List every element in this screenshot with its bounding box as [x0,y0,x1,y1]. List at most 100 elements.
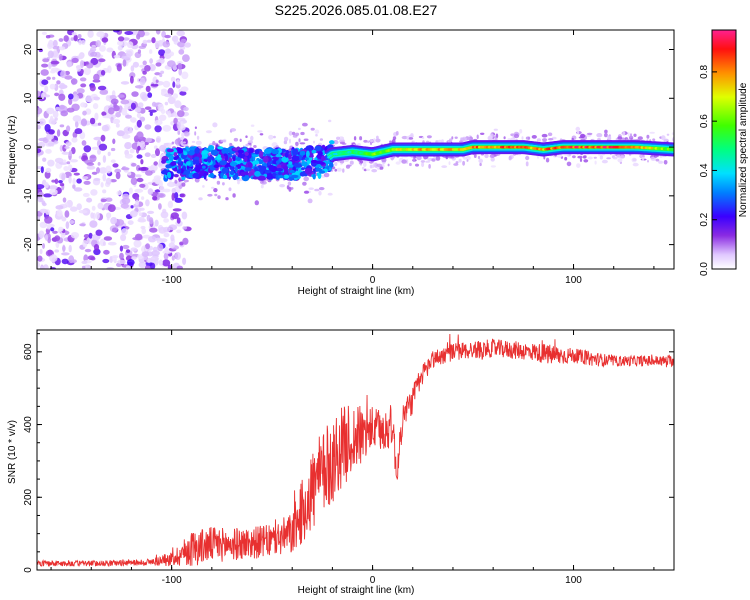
signal-blob [305,145,311,152]
signal-blob [237,149,245,154]
halo-speck [373,138,376,144]
x-tick-label: 100 [565,275,582,286]
halo-speck [503,136,506,140]
noise-speck [91,171,98,175]
signal-blob [235,157,242,162]
noise-speck [162,80,171,88]
halo-speck [541,133,548,138]
noise-speck [81,265,86,269]
noise-speck [47,159,55,167]
signal-blob [223,174,228,180]
noise-speck [65,141,72,147]
noise-speck [87,30,94,38]
noise-speck [58,53,63,61]
signal-blob [243,171,249,176]
noise-speck [46,133,55,140]
signal-blob [173,168,178,172]
signal-blob [311,149,317,154]
noise-speck [158,57,165,64]
halo-speck [379,166,384,170]
y-tick-label: -20 [23,237,34,252]
signal-blob [237,152,244,159]
noise-speck [37,90,41,98]
signal-blob [213,164,220,168]
noise-speck [44,182,49,189]
noise-speck [160,211,169,219]
noise-speck [155,30,161,35]
halo-speck [666,133,670,136]
signal-blob [299,150,306,156]
colorbar-tick-label: 0.8 [699,64,710,78]
noise-speck [117,40,123,46]
halo-speck [314,129,320,134]
noise-speck [130,177,138,186]
noise-speck [48,185,58,190]
halo-speck [597,138,601,141]
noise-speck [68,150,73,157]
y-tick-label: 0 [23,144,34,150]
halo-speck [205,130,212,134]
noise-speck [100,198,107,203]
halo-speck [619,155,625,159]
halo-speck [495,133,499,139]
halo-speck [214,193,218,197]
signal-blob [173,174,179,178]
noise-speck [96,31,105,38]
halo-speck [181,182,186,187]
halo-speck [302,122,308,127]
noise-speck [97,85,107,91]
halo-speck [462,160,465,166]
halo-speck [363,162,367,168]
halo-speck [289,138,291,144]
noise-speck [145,170,153,176]
signal-blob [292,148,298,156]
signal-blob [235,151,239,156]
noise-speck [46,107,55,115]
noise-speck [86,162,95,166]
noise-speck [44,216,53,224]
signal-blob [298,153,303,161]
noise-speck [147,188,154,196]
noise-speck [81,155,89,162]
noise-speck [44,234,49,241]
signal-blob [240,171,245,177]
noise-speck [107,204,116,213]
signal-blob [221,167,229,174]
noise-speck [150,154,157,158]
signal-blob [258,175,266,181]
halo-speck [313,140,315,144]
noise-speck [39,208,48,214]
signal-blob [244,167,252,172]
halo-speck [624,137,629,140]
halo-speck [202,185,205,188]
noise-speck [58,38,64,42]
noise-speck [82,176,89,180]
noise-speck [177,41,186,48]
noise-speck [68,164,73,172]
signal-blob [283,174,290,179]
noise-speck [93,73,100,82]
halo-speck [176,144,179,147]
noise-speck [76,203,82,211]
halo-speck [212,141,216,146]
noise-speck [144,152,151,157]
noise-speck [44,171,51,179]
halo-speck [583,159,589,163]
signal-blob [208,145,215,151]
halo-speck [232,193,236,198]
halo-speck [408,134,414,138]
noise-speck [54,249,59,253]
noise-speck [115,219,125,226]
noise-speck [172,81,176,88]
noise-speck [73,34,78,42]
halo-speck [579,133,586,139]
noise-speck [140,159,144,165]
noise-speck [141,196,145,201]
noise-speck [127,171,132,176]
halo-speck [622,131,626,136]
noise-speck [110,147,116,152]
noise-speck [144,65,151,72]
noise-speck [81,260,88,265]
